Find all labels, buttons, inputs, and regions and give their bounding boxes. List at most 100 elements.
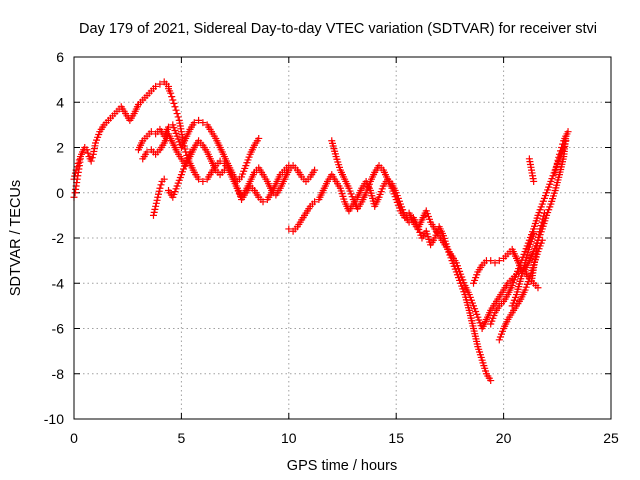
grid	[74, 57, 611, 419]
data-point-trace	[299, 211, 309, 222]
data-point-trace	[466, 309, 477, 330]
data-point-trace	[380, 168, 391, 181]
data-point	[487, 257, 495, 265]
data-point-trace	[496, 327, 507, 341]
data-point-trace	[501, 318, 511, 330]
data-point	[495, 257, 503, 265]
data-point	[553, 159, 561, 167]
data-point-trace	[539, 192, 549, 205]
data-point-trace	[234, 187, 244, 201]
data-point-trace	[174, 173, 184, 187]
data-point-trace	[509, 273, 519, 287]
data-point-trace	[423, 210, 433, 223]
y-tick-label: -2	[52, 230, 65, 246]
data-point-trace	[337, 187, 348, 203]
data-point-trace	[552, 162, 561, 173]
data-points	[70, 78, 572, 385]
y-tick-label: 0	[56, 185, 64, 201]
data-point	[160, 175, 168, 183]
y-tick-label: 6	[56, 49, 64, 65]
data-point-trace	[548, 189, 558, 205]
data-point-trace	[389, 187, 399, 201]
data-point-trace	[411, 220, 420, 231]
data-point-trace	[363, 180, 373, 194]
data-point-trace	[295, 218, 304, 228]
data-point-trace	[295, 168, 304, 179]
data-point-trace	[333, 180, 343, 190]
data-point-trace	[505, 284, 515, 296]
data-point-trace	[539, 214, 550, 230]
data-point-trace	[471, 305, 481, 318]
data-point-trace	[150, 205, 159, 216]
data-point	[540, 209, 548, 217]
data-point-trace	[488, 311, 498, 325]
data-point-trace	[183, 151, 193, 165]
data-point	[169, 96, 177, 104]
data-point	[195, 116, 203, 124]
y-tick-label: -10	[44, 411, 64, 427]
data-point	[536, 225, 544, 233]
data-point-trace	[437, 234, 446, 244]
data-point-trace	[247, 144, 257, 156]
data-point-trace	[479, 359, 490, 375]
data-point-trace	[204, 150, 214, 163]
data-point	[171, 103, 179, 111]
data-point	[152, 202, 160, 210]
data-point-trace	[217, 146, 227, 158]
x-tick-label: 10	[281, 430, 297, 446]
data-point-trace	[471, 271, 481, 284]
data-point-trace	[178, 162, 189, 176]
data-point	[551, 168, 559, 176]
data-point-trace	[239, 164, 249, 178]
data-point-trace	[509, 248, 519, 260]
data-point-trace	[157, 141, 167, 151]
data-point-trace	[269, 182, 279, 194]
data-point-trace	[179, 157, 188, 167]
data-point-trace	[342, 177, 352, 190]
data-point-trace	[359, 191, 369, 204]
data-point-trace	[559, 140, 567, 148]
data-point-trace	[475, 316, 485, 330]
data-point-trace	[265, 191, 274, 201]
data-point-trace	[544, 203, 554, 217]
data-point-trace	[192, 139, 201, 149]
data-point-trace	[174, 113, 182, 121]
data-point-trace	[282, 168, 292, 181]
data-point-trace	[320, 180, 330, 192]
data-point-trace	[462, 293, 473, 312]
data-point-trace	[513, 277, 524, 296]
data-point-trace	[183, 128, 193, 140]
data-point	[83, 146, 91, 154]
data-point	[530, 177, 538, 185]
data-point	[564, 128, 572, 136]
data-point-trace	[518, 262, 528, 280]
data-point-trace	[123, 112, 132, 122]
data-point	[487, 377, 495, 385]
data-point-trace	[557, 147, 565, 155]
data-point-trace	[140, 150, 150, 161]
x-tick-label: 5	[178, 430, 186, 446]
data-point-trace	[119, 105, 128, 115]
data-point	[534, 284, 542, 292]
data-point-trace	[157, 181, 165, 189]
data-point-trace	[509, 293, 519, 307]
data-point	[555, 150, 563, 158]
data-point	[180, 139, 188, 147]
data-point-trace	[428, 220, 437, 231]
data-point-trace	[528, 169, 537, 183]
data-point-trace	[180, 142, 189, 153]
data-point-trace	[346, 202, 356, 213]
data-point-trace	[174, 135, 184, 149]
data-point	[285, 225, 293, 233]
data-point-trace	[544, 180, 554, 194]
y-axis-label: SDTVAR / TECUs	[8, 180, 24, 296]
data-point	[147, 128, 155, 136]
data-point-trace	[325, 173, 334, 183]
data-point-trace	[170, 141, 180, 154]
data-point	[199, 177, 207, 185]
data-point-trace	[514, 262, 524, 275]
y-tick-label: 2	[56, 140, 64, 156]
data-point-trace	[398, 203, 408, 217]
data-point-trace	[346, 187, 356, 201]
data-point-trace	[552, 173, 563, 192]
